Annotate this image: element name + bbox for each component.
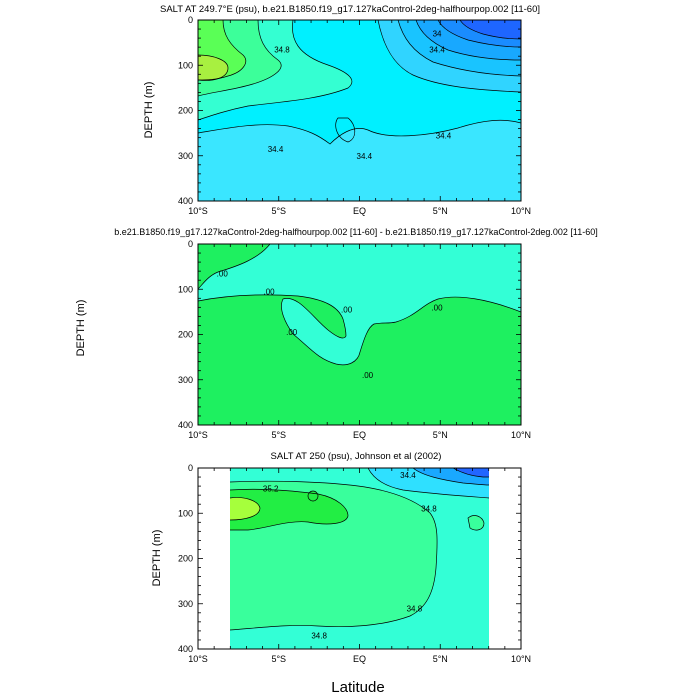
y-tick-label: 200 xyxy=(178,554,193,564)
x-tick-label: 5°N xyxy=(433,430,448,440)
panel-3: SALT AT 250 (psu), Johnson et al (2002) xyxy=(151,451,531,664)
y-tick-label: 100 xyxy=(178,508,193,518)
y-tick-label: 300 xyxy=(178,375,193,385)
x-tick-label: 5°N xyxy=(433,654,448,664)
y-tick-label: 200 xyxy=(178,330,193,340)
x-tick-label: EQ xyxy=(353,430,366,440)
contour-label: 34.8 xyxy=(274,45,290,54)
x-tick-label: 10°S xyxy=(188,654,208,664)
contour-label: 34.8 xyxy=(407,604,423,613)
x-tick-label: 5°S xyxy=(271,430,286,440)
x-tick-label: 10°S xyxy=(188,430,208,440)
x-tick-label: 10°S xyxy=(188,206,208,216)
y-tick-label: 300 xyxy=(178,151,193,161)
contour-label: 34.8 xyxy=(421,505,437,514)
y-tick-label: 200 xyxy=(178,106,193,116)
y-tick-label: 400 xyxy=(178,196,193,206)
x-tick-label: EQ xyxy=(353,654,366,664)
panel-3-ylabel: DEPTH (m) xyxy=(151,530,163,587)
panel-2: b.e21.B1850.f19_g17.127kaControl-2deg-ha… xyxy=(75,227,598,440)
y-tick-label: 400 xyxy=(178,420,193,430)
contour-label: 34 xyxy=(433,30,442,39)
y-tick-label: 300 xyxy=(178,599,193,609)
x-tick-label: EQ xyxy=(353,206,366,216)
contour-label: 34.4 xyxy=(436,131,452,140)
panel-3-title: SALT AT 250 (psu), Johnson et al (2002) xyxy=(271,451,442,462)
panel-2-title: b.e21.B1850.f19_g17.127kaControl-2deg-ha… xyxy=(114,227,598,237)
contour-label: 34.4 xyxy=(268,145,284,154)
y-tick-label: 100 xyxy=(178,284,193,294)
x-tick-label: 10°N xyxy=(511,430,531,440)
y-tick-label: 0 xyxy=(188,463,193,473)
contour-label: .00 xyxy=(341,306,353,315)
y-tick-label: 400 xyxy=(178,644,193,654)
contour-label: .00 xyxy=(286,328,298,337)
panel-1: SALT AT 249.7°E (psu), b.e21.B1850.f19_g… xyxy=(143,4,540,216)
panel-1-ylabel: DEPTH (m) xyxy=(143,82,155,139)
figure-xlabel: Latitude xyxy=(331,679,384,696)
contour-label: .00 xyxy=(362,371,374,380)
contour-label: .00 xyxy=(431,303,443,312)
x-tick-label: 5°N xyxy=(433,206,448,216)
panel-1-title: SALT AT 249.7°E (psu), b.e21.B1850.f19_g… xyxy=(160,4,540,15)
x-tick-label: 10°N xyxy=(511,206,531,216)
panel-1-plot-area xyxy=(198,20,521,201)
x-tick-label: 5°S xyxy=(271,206,286,216)
contour-label: .00 xyxy=(217,269,229,278)
contour-label: 34.4 xyxy=(429,45,445,54)
contour-label: 35.2 xyxy=(263,484,279,493)
x-tick-label: 5°S xyxy=(271,654,286,664)
panel-2-plot-area xyxy=(198,244,521,425)
contour-label: 34.8 xyxy=(311,631,327,640)
contour-label: 34.4 xyxy=(400,471,416,480)
contour-label: .00 xyxy=(263,288,275,297)
contour-label: 34.4 xyxy=(357,152,373,161)
panel-3-plot-area xyxy=(198,468,521,649)
y-tick-label: 0 xyxy=(188,15,193,25)
y-tick-label: 0 xyxy=(188,239,193,249)
panel-2-ylabel: DEPTH (m) xyxy=(75,300,87,357)
x-tick-label: 10°N xyxy=(511,654,531,664)
y-tick-label: 100 xyxy=(178,60,193,70)
